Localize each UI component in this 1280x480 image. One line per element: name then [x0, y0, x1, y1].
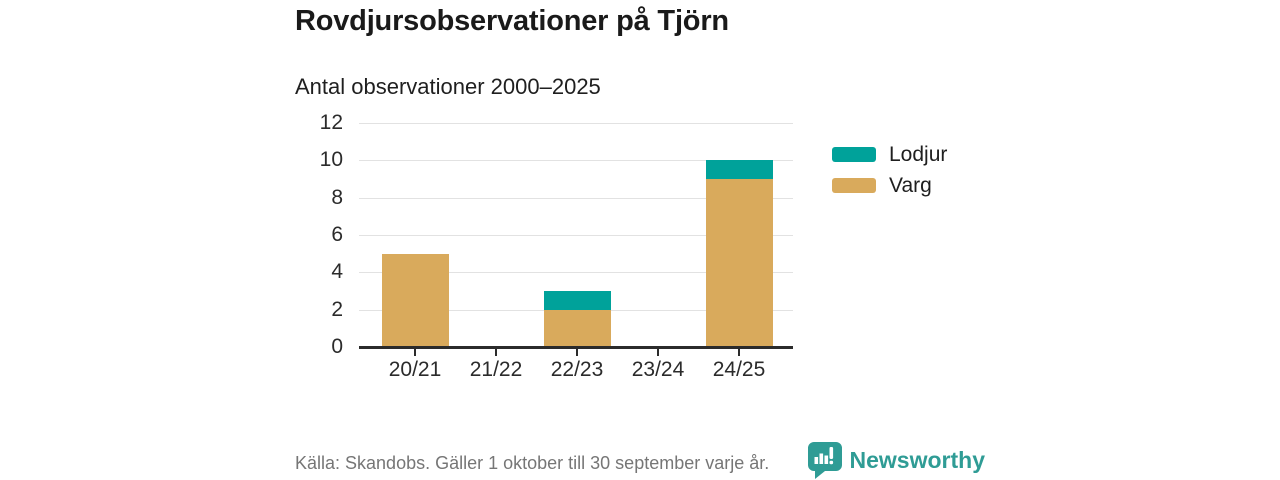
newsworthy-logo: Newsworthy	[807, 442, 985, 479]
y-axis-label: 4	[331, 260, 343, 284]
content-column: Rovdjursobservationer på Tjörn Antal obs…	[295, 0, 985, 480]
x-axis-label: 24/25	[712, 358, 766, 381]
chart-title: Rovdjursobservationer på Tjörn	[295, 5, 729, 37]
legend-swatch-varg	[832, 178, 876, 193]
legend-label: Lodjur	[889, 142, 948, 166]
source-note: Källa: Skandobs. Gäller 1 oktober till 3…	[295, 453, 770, 473]
x-axis-label: 23/24	[631, 358, 685, 381]
chart-subtitle: Antal observationer 2000–2025	[295, 74, 601, 99]
y-axis-label: 8	[331, 185, 343, 209]
gridline	[359, 197, 793, 199]
x-axis-tick	[414, 349, 416, 356]
legend: Lodjur Varg	[832, 142, 948, 197]
x-axis-label: 20/21	[388, 358, 442, 381]
gridline	[359, 160, 793, 162]
bar-segment-varg	[705, 179, 773, 347]
newsworthy-logo-icon	[807, 442, 842, 479]
x-axis-label: 22/23	[550, 358, 604, 381]
x-axis-tick	[738, 349, 740, 356]
bar-segment-varg	[381, 253, 449, 347]
gridline	[359, 235, 793, 236]
x-axis-line	[359, 346, 793, 349]
y-axis-label: 6	[331, 223, 343, 246]
bar-segment-lodjur	[705, 160, 773, 179]
legend-item-lodjur: Lodjur	[832, 142, 948, 166]
gridline	[359, 123, 793, 124]
legend-item-varg: Varg	[832, 173, 947, 197]
y-axis-label: 2	[331, 297, 343, 321]
bar-segment-varg	[543, 309, 611, 347]
bar-segment-lodjur	[543, 291, 611, 310]
legend-label: Varg	[889, 173, 932, 197]
y-axis-label: 0	[331, 335, 343, 358]
brand-name: Newsworthy	[849, 447, 985, 473]
x-axis-label: 21/22	[469, 358, 523, 381]
x-axis-tick	[657, 349, 659, 356]
x-axis-tick	[576, 349, 578, 356]
gridline	[359, 272, 793, 274]
legend-swatch-lodjur	[832, 147, 876, 162]
y-axis-label: 12	[319, 111, 343, 134]
y-axis-label: 10	[319, 148, 343, 172]
x-axis-tick	[495, 349, 497, 356]
